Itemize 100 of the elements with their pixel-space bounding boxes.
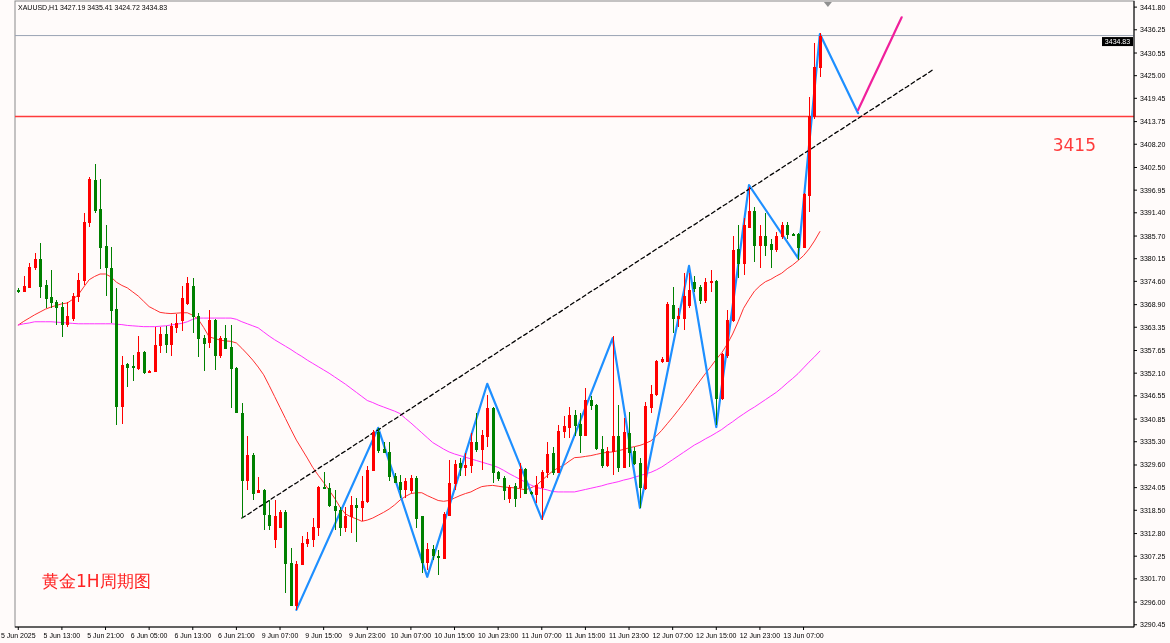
candlestick [246, 435, 249, 491]
candlestick [617, 404, 620, 473]
candlestick [737, 224, 740, 279]
candlestick [813, 42, 816, 120]
candlestick [50, 269, 53, 309]
candlestick [726, 309, 729, 359]
candlestick [394, 472, 397, 484]
candlestick [214, 318, 217, 371]
candlestick [514, 482, 517, 508]
candlestick [377, 427, 380, 454]
candlestick [241, 402, 244, 519]
candlestick [601, 435, 604, 469]
candlestick [563, 415, 566, 439]
candlestick [595, 403, 598, 451]
candlestick [732, 235, 735, 323]
candlestick [470, 432, 473, 474]
candlestick [546, 441, 549, 479]
candlestick [61, 301, 64, 338]
line-series [17, 317, 821, 493]
candlestick [219, 335, 222, 359]
candlestick [628, 411, 631, 468]
candlestick [443, 511, 446, 559]
candlestick [759, 224, 762, 269]
candlestick [263, 488, 266, 531]
candlestick [530, 490, 533, 496]
candlestick [459, 457, 462, 477]
candlestick [192, 277, 195, 334]
candlestick [257, 476, 260, 494]
candlestick [590, 395, 593, 411]
candlestick [486, 394, 489, 448]
candlestick [644, 401, 647, 491]
candlestick [655, 359, 658, 397]
line-series [295, 32, 860, 611]
candlestick [312, 517, 315, 548]
candlestick [301, 535, 304, 566]
candlestick [410, 474, 413, 494]
candlestick [688, 272, 691, 309]
candlestick [426, 542, 429, 571]
candlestick [295, 560, 298, 611]
candlestick [45, 279, 48, 309]
candlestick [568, 406, 571, 439]
candlestick [753, 206, 756, 263]
candlestick [672, 286, 675, 334]
candlestick [334, 489, 337, 531]
candlestick [803, 192, 806, 248]
candlestick [524, 467, 527, 495]
candlestick [579, 412, 582, 454]
candlestick [693, 275, 696, 293]
candlestick [415, 475, 418, 529]
candlestick [197, 312, 200, 358]
candlestick [121, 355, 124, 425]
candlestick [203, 334, 206, 372]
candlestick [317, 485, 320, 537]
candlestick [574, 409, 577, 437]
candlestick [508, 484, 511, 504]
candlestick [181, 285, 184, 332]
candlestick [165, 325, 168, 354]
line-series [17, 231, 821, 522]
candlestick [584, 387, 587, 437]
candlestick [154, 326, 157, 373]
candlestick [399, 474, 402, 499]
candlestick [786, 221, 789, 239]
candlestick [639, 457, 642, 509]
candlestick [252, 452, 255, 501]
candlestick [454, 459, 457, 491]
candlestick [666, 301, 669, 363]
candlestick [557, 424, 560, 474]
candlestick [497, 470, 500, 482]
candlestick [748, 186, 751, 229]
candlestick [186, 276, 189, 306]
candlestick [350, 495, 353, 534]
candlestick [115, 287, 118, 426]
candlestick [475, 412, 478, 453]
candlestick [306, 531, 309, 548]
candlestick [208, 309, 211, 349]
candlestick [677, 307, 680, 328]
candlestick [819, 32, 822, 78]
candlestick [481, 429, 484, 471]
candlestick [704, 277, 707, 304]
candlestick [792, 232, 795, 237]
candlestick [126, 362, 129, 388]
candlestick [268, 499, 271, 531]
candlestick [721, 352, 724, 401]
candlestick [235, 366, 238, 414]
candlestick [23, 275, 26, 293]
candlestick [284, 509, 287, 594]
candlestick [274, 499, 277, 549]
candlestick [230, 324, 233, 409]
candlestick [28, 262, 31, 289]
candlestick [541, 469, 544, 521]
candlestick [535, 475, 538, 504]
candlestick [492, 406, 495, 484]
candlestick [77, 272, 80, 303]
line-series [241, 68, 936, 519]
candlestick [388, 441, 391, 482]
candlestick [770, 238, 773, 269]
candlestick [143, 350, 146, 375]
candlestick [34, 252, 37, 271]
candlestick [105, 224, 108, 297]
candlestick [279, 509, 282, 528]
